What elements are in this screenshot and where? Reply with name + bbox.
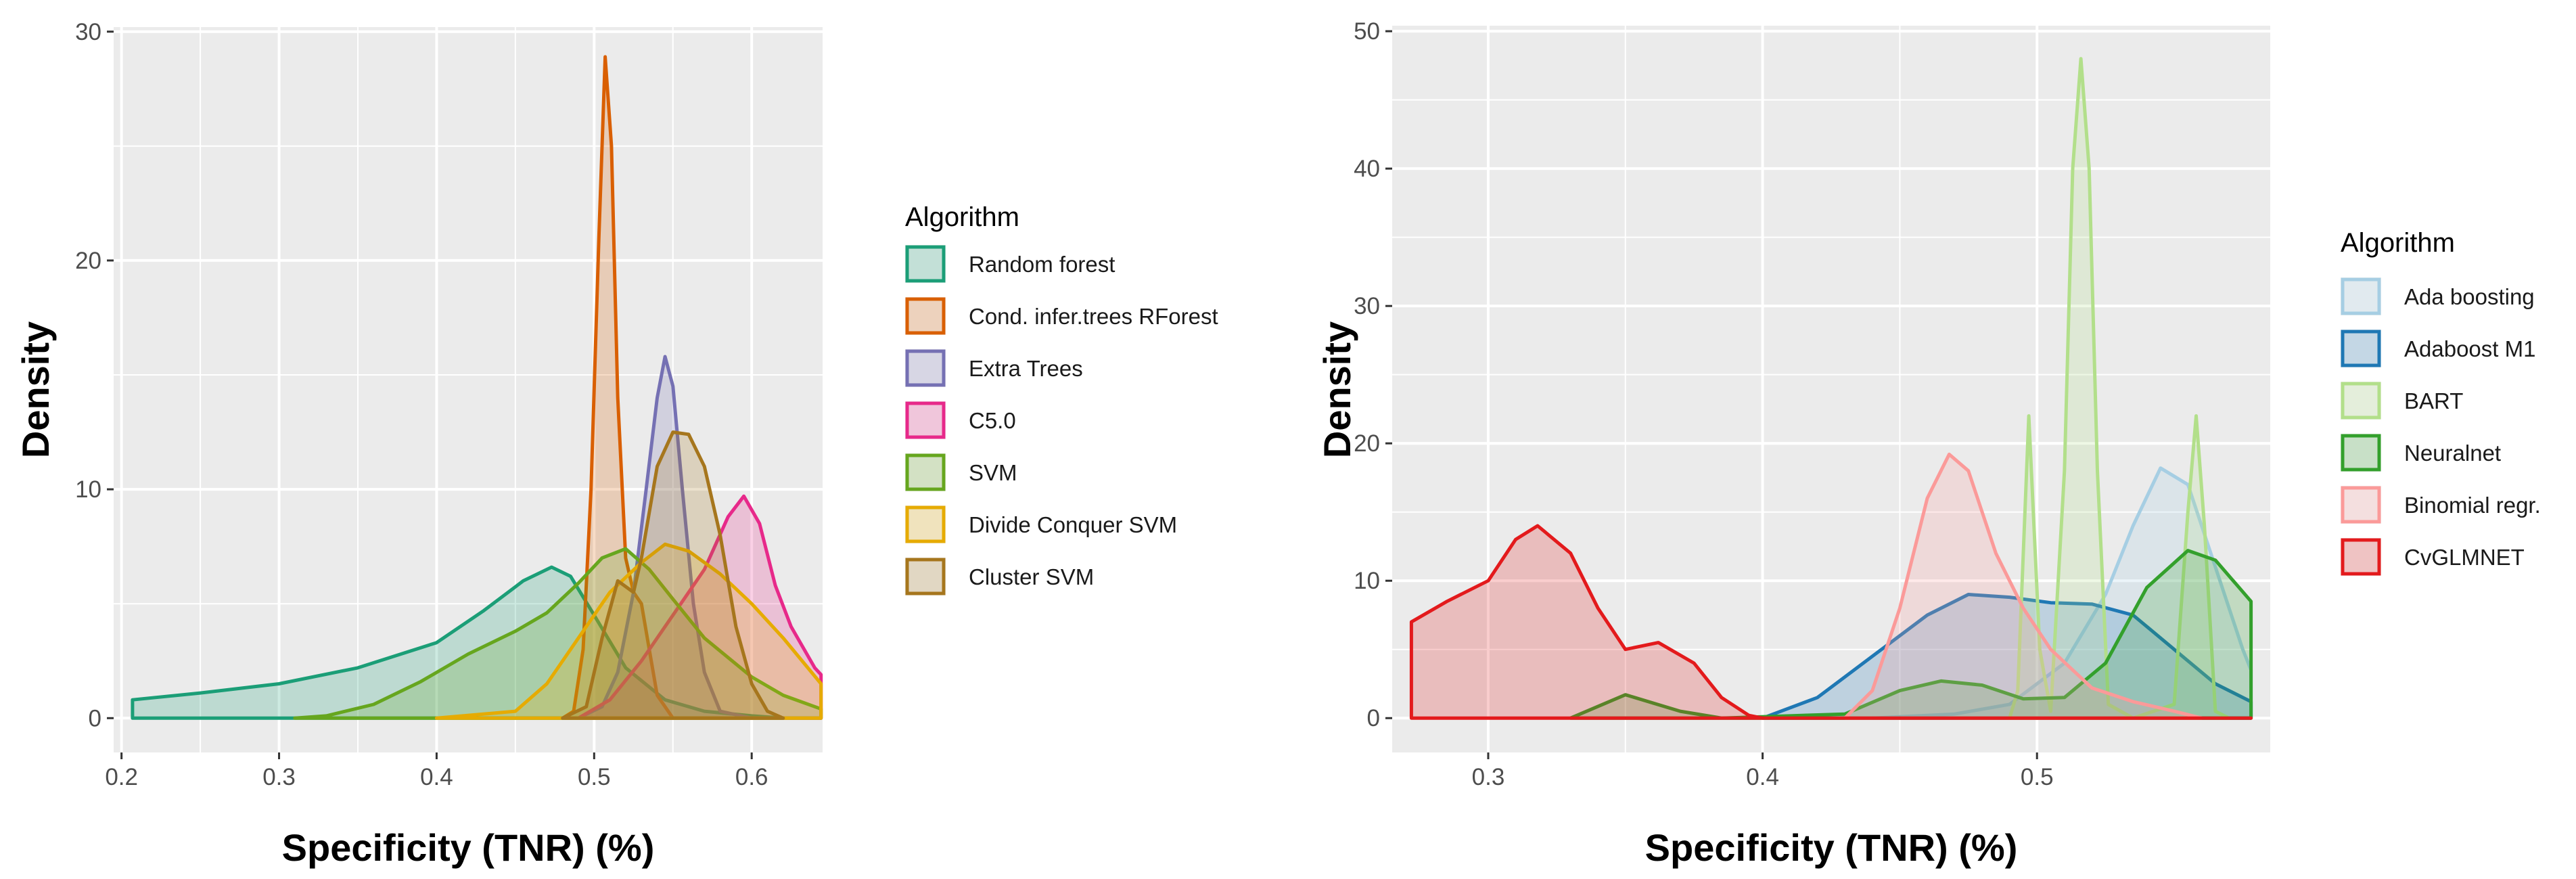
y-tick-label: 30 (75, 19, 101, 45)
legend-label: Adaboost M1 (2404, 336, 2535, 361)
panel-1-legend: Algorithm Random forest Cond. infer.trees… (905, 202, 1218, 595)
legend-label: Binomial regr. (2404, 493, 2541, 518)
legend-swatch (2341, 486, 2381, 524)
legend-label: Cond. infer.trees RForest (969, 304, 1218, 329)
density-area-neuralnet (1569, 549, 2253, 720)
density-area-binomial-regr (1843, 452, 2204, 720)
x-tick-label: 0.5 (2021, 764, 2054, 790)
legend-label: Cluster SVM (969, 564, 1094, 589)
y-tick-label: 50 (1354, 18, 1380, 45)
legend-key-background (905, 505, 946, 543)
legend-key-background (2341, 277, 2381, 315)
density-area-cluster-svm (561, 430, 785, 720)
legend-item-random-forest: Random forest (905, 245, 1115, 283)
legend-label: BART (2404, 388, 2463, 413)
legend-key-background (2341, 538, 2381, 576)
legend-item-svm: SVM (905, 453, 1017, 491)
x-tick-label: 0.2 (105, 764, 138, 790)
legend-key-background (905, 453, 946, 491)
density-area-cond-infer-trees-rforest (561, 55, 675, 720)
legend-swatch (2341, 277, 2381, 315)
legend-item-ada-boosting: Ada boosting (2341, 277, 2535, 315)
x-tick-label: 0.4 (420, 764, 453, 790)
legend-key-background (905, 401, 946, 439)
legend-swatch (905, 297, 946, 335)
legend-swatch (905, 453, 946, 491)
y-tick-label: 40 (1354, 156, 1380, 182)
legend-swatch (905, 349, 946, 387)
legend-item-binomial-regr: Binomial regr. (2341, 486, 2541, 524)
legend-swatch (2341, 434, 2381, 472)
legend-label: Neuralnet (2404, 441, 2501, 466)
panel-1-legend-title: Algorithm (905, 202, 1019, 232)
legend-label: Random forest (969, 252, 1115, 277)
legend-swatch (2341, 382, 2381, 420)
legend-item-divide-conquer-svm: Divide Conquer SVM (905, 505, 1177, 543)
density-area-svm (293, 547, 823, 720)
density-area-divide-conquer-svm (434, 542, 823, 720)
panel-2-legend: Algorithm Ada boosting Adaboost M1 BART Neu… (2341, 228, 2541, 576)
legend-key-background (905, 297, 946, 335)
y-tick-label: 20 (1354, 430, 1380, 457)
y-tick-label: 10 (75, 476, 101, 503)
y-tick-label: 10 (1354, 568, 1380, 594)
panel-1-ticks: 0.2 0.3 0.4 0.5 0.6 0 10 20 30 (75, 19, 768, 790)
legend-item-c5-0: C5.0 (905, 401, 1016, 439)
legend-label: C5.0 (969, 408, 1016, 433)
legend-swatch (905, 245, 946, 283)
x-tick-label: 0.4 (1746, 764, 1779, 790)
panel-2-x-axis-title: Specificity (TNR) (%) (1645, 826, 2018, 869)
legend-item-bart: BART (2341, 382, 2463, 420)
legend-label: SVM (969, 460, 1017, 485)
panel-2-ticks: 0.3 0.4 0.5 0 10 20 30 40 50 (1354, 18, 2053, 790)
legend-item-extra-trees: Extra Trees (905, 349, 1083, 387)
panel-2-chart: 0.3 0.4 0.5 0 10 20 30 40 50 Specificity (TNR) (… (1316, 18, 2541, 869)
density-area-c5-0 (576, 494, 823, 720)
panel-1-x-axis-title: Specificity (TNR) (%) (282, 826, 655, 869)
panel-1-series (131, 55, 823, 720)
legend-item-adaboost-m1: Adaboost M1 (2341, 330, 2535, 367)
legend-key-background (2341, 330, 2381, 367)
legend-key-background (2341, 434, 2381, 472)
density-area-extra-trees (576, 355, 754, 720)
panel-1-chart: 0.2 0.3 0.4 0.5 0.6 0 10 20 30 Specificity (TNR)… (14, 19, 1218, 869)
legend-key-background (2341, 382, 2381, 420)
legend-item-cluster-svm: Cluster SVM (905, 558, 1094, 595)
legend-key-background (905, 349, 946, 387)
legend-swatch (905, 558, 946, 595)
legend-key-background (905, 558, 946, 595)
panel-2-series (1409, 57, 2253, 720)
x-tick-label: 0.3 (262, 764, 296, 790)
legend-label: CvGLMNET (2404, 545, 2525, 570)
density-area-bart (2008, 57, 2231, 720)
density-area-cvglmnet (1409, 524, 2253, 720)
legend-label: Extra Trees (969, 356, 1083, 381)
legend-swatch (2341, 538, 2381, 576)
legend-key-background (2341, 486, 2381, 524)
legend-item-neuralnet: Neuralnet (2341, 434, 2501, 472)
x-tick-label: 0.5 (578, 764, 611, 790)
panel-2-legend-title: Algorithm (2341, 228, 2455, 258)
y-tick-label: 0 (1367, 705, 1380, 731)
panel-2-y-axis-title: Density (1316, 321, 1358, 458)
density-area-adaboost-m1 (1761, 593, 2253, 720)
legend-swatch (905, 401, 946, 439)
legend-item-cvglmnet: CvGLMNET (2341, 538, 2525, 576)
panel-1-plot-background (114, 27, 823, 752)
legend-label: Ada boosting (2404, 284, 2535, 309)
y-tick-label: 20 (75, 248, 101, 274)
y-tick-label: 30 (1354, 293, 1380, 319)
legend-item-cond-infer-trees-rforest: Cond. infer.trees RForest (905, 297, 1218, 335)
x-tick-label: 0.3 (1472, 764, 1505, 790)
y-tick-label: 0 (89, 705, 101, 731)
legend-label: Divide Conquer SVM (969, 512, 1177, 537)
legend-key-background (905, 245, 946, 283)
legend-swatch (905, 505, 946, 543)
x-tick-label: 0.6 (735, 764, 768, 790)
legend-swatch (2341, 330, 2381, 367)
panel-1-y-axis-title: Density (14, 321, 57, 458)
